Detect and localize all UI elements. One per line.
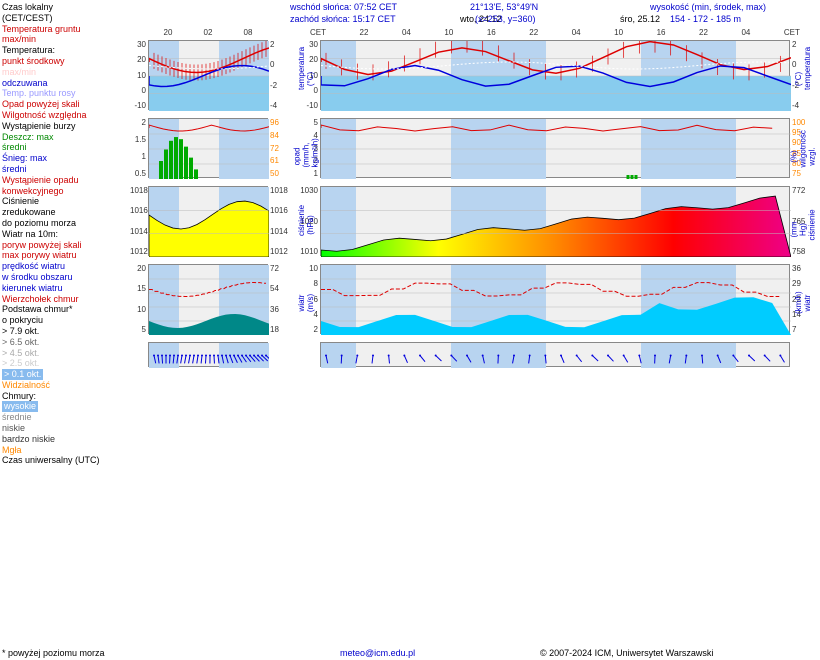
ylabel-press: ciśnienie(hPa)	[297, 214, 315, 236]
ylabel-wind: wiatr(m/s)	[297, 292, 315, 314]
legend-item: Temp. punktu rosy	[2, 88, 142, 99]
sunrise-label: wschód słońca: 07:52 CET	[290, 2, 397, 12]
legend-item: Śnieg: max	[2, 153, 142, 164]
legend-item: kierunek wiatru	[2, 283, 142, 294]
legend-item: max/min	[2, 67, 142, 78]
legend-item: o pokryciu	[2, 315, 142, 326]
legend-item: niskie	[2, 423, 142, 434]
legend-item: Chmury:	[2, 391, 142, 402]
legend-item: Wiatr na 10m:	[2, 229, 142, 240]
chart-press-left	[148, 186, 268, 256]
legend-item: odczuwana	[2, 78, 142, 89]
chart-precip-right	[320, 118, 790, 178]
legend-item: Wierzchołek chmur	[2, 294, 142, 305]
legend-item: > 6.5 okt.	[2, 337, 142, 348]
legend-item: Opad powyżej skali	[2, 99, 142, 110]
ylabel-r-temp: (°C)temperatura	[794, 68, 812, 90]
legend-item: bardzo niskie	[2, 434, 142, 445]
legend-item: Wystąpienie burzy	[2, 121, 142, 132]
legend-item: Temperatura gruntu	[2, 24, 142, 35]
chart-wind-right	[320, 264, 790, 334]
contact-url[interactable]: meteo@icm.edu.pl	[340, 648, 415, 658]
ylabel-r-wind: (km/h)wiatr	[794, 292, 812, 314]
legend-item: Mgła	[2, 445, 142, 456]
legend-item: Czas uniwersalny (UTC)	[2, 455, 142, 466]
legend-item: wysokie	[2, 401, 38, 412]
chart-temp-left	[148, 40, 268, 110]
legend-item: Wilgotność względna	[2, 110, 142, 121]
legend-item: prędkość wiatru	[2, 261, 142, 272]
legend-item: średni	[2, 164, 142, 175]
legend-item: do poziomu morza	[2, 218, 142, 229]
legend-item: > 2.5 okt.	[2, 358, 142, 369]
ylabel-r-precip: (%)wilgotność wzgl.	[790, 146, 817, 168]
legend-item: > 0.1 okt.	[2, 369, 43, 380]
legend-item: konwekcyjnego	[2, 186, 142, 197]
chart-dir-left	[148, 342, 268, 367]
legend-item: w środku obszaru	[2, 272, 142, 283]
legend-item: zredukowane	[2, 207, 142, 218]
footnote: * powyżej poziomu morza	[2, 648, 105, 658]
ylabel-precip: opad(mm/h, kg/m²/h)	[293, 146, 320, 168]
coords-label: 21°13'E, 53°49'N	[470, 2, 538, 12]
legend-item: max/min	[2, 34, 142, 45]
elev-val: 154 - 172 - 185 m	[670, 14, 741, 24]
sunset-label: zachód słońca: 15:17 CET	[290, 14, 396, 24]
legend-item: punkt środkowy	[2, 56, 142, 67]
legend-item: Temperatura:	[2, 45, 142, 56]
chart-precip-left	[148, 118, 268, 178]
legend-item: Ciśnienie	[2, 196, 142, 207]
ylabel-r-press: (mm Hg)ciśnienie	[790, 219, 817, 241]
legend-item: poryw powyżej skali	[2, 240, 142, 251]
legend-item: > 7.9 okt.	[2, 326, 142, 337]
ylabel-temp: temperatura(°C)	[297, 68, 315, 90]
chart-dir-right	[320, 342, 790, 367]
legend-item: Wystąpienie opadu	[2, 175, 142, 186]
copyright: © 2007-2024 ICM, Uniwersytet Warszawski	[540, 648, 713, 658]
legend-item: Widzialność	[2, 380, 142, 391]
chart-temp-right	[320, 40, 790, 110]
elev-label: wysokość (min, środek, max)	[650, 2, 766, 12]
legend-item: max porywy wiatru	[2, 250, 142, 261]
legend-panel: Czas lokalny(CET/CEST)Temperatura gruntu…	[2, 2, 142, 466]
legend-item: średni	[2, 142, 142, 153]
legend-item: > 4.5 okt.	[2, 348, 142, 359]
legend-item: średnie	[2, 412, 142, 423]
grid-label: (x=253, y=360)	[475, 14, 536, 24]
chart-wind-left	[148, 264, 268, 334]
legend-item: Podstawa chmur*	[2, 304, 142, 315]
chart-press-right	[320, 186, 790, 256]
legend-item: Deszcz: max	[2, 132, 142, 143]
date2-label: śro, 25.12	[620, 14, 660, 24]
